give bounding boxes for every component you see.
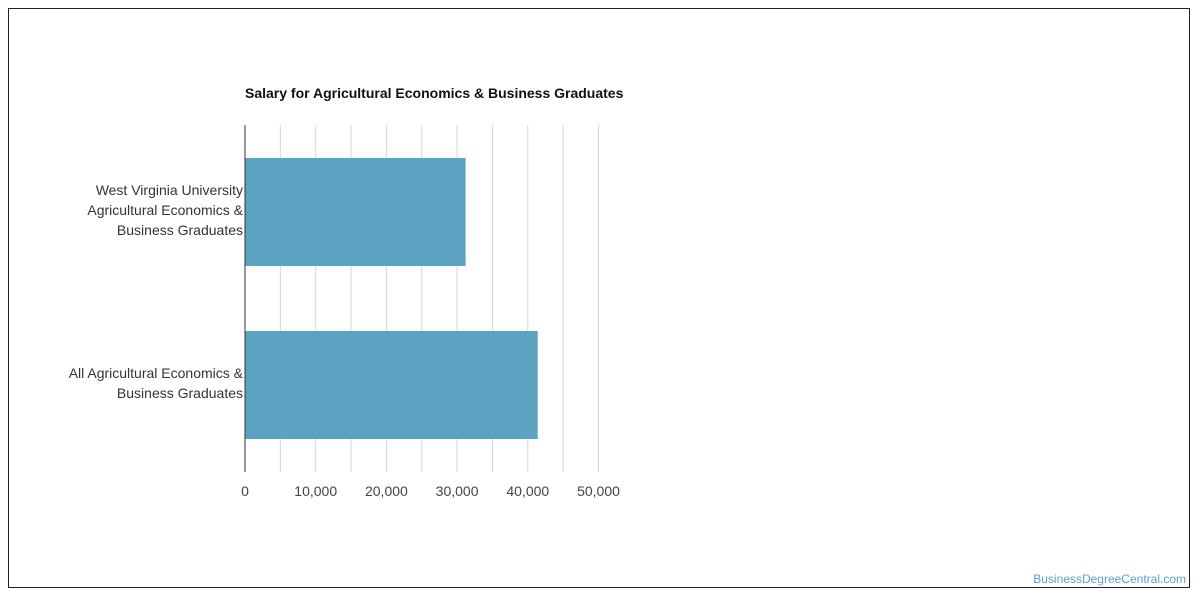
source-watermark: BusinessDegreeCentral.com	[1033, 572, 1186, 586]
x-tick-label: 10,000	[294, 483, 337, 499]
bar-2	[245, 331, 538, 439]
category-label-line: Business Graduates	[116, 385, 243, 401]
x-tick-label: 0	[241, 483, 249, 499]
category-label-line: Business Graduates	[116, 222, 243, 238]
bar-1	[245, 158, 466, 266]
category-label-line: Agricultural Economics &	[87, 202, 243, 218]
category-label-line: West Virginia University	[95, 182, 243, 198]
chart-title: Salary for Agricultural Economics & Busi…	[245, 85, 624, 101]
x-tick-label: 40,000	[506, 483, 549, 499]
x-tick-label: 20,000	[365, 483, 408, 499]
category-label: West Virginia University Agricultural Eco…	[87, 180, 243, 240]
x-tick-label: 50,000	[577, 483, 620, 499]
category-label-line: All Agricultural Economics &	[68, 365, 243, 381]
x-tick-label: 30,000	[436, 483, 479, 499]
category-label: All Agricultural Economics & Business Gra…	[69, 363, 243, 403]
